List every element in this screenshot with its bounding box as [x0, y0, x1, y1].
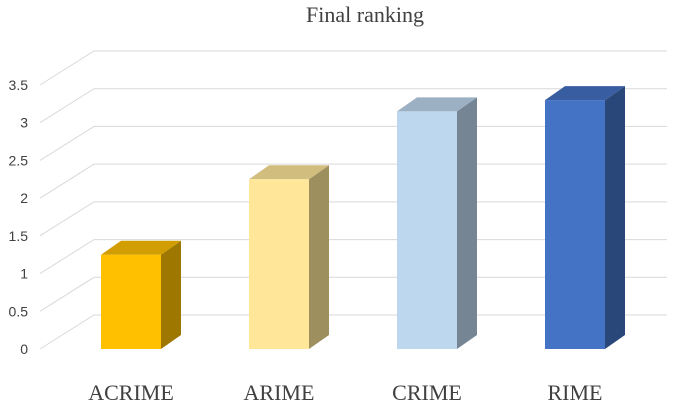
x-axis-ticks: ACRIME ARIME CRIME RIME	[88, 380, 602, 405]
gridline	[39, 88, 667, 124]
x-tick-label: CRIME	[392, 380, 462, 405]
y-tick-label: 3	[20, 115, 28, 131]
x-tick-label: RIME	[548, 380, 603, 405]
bar-front	[545, 100, 605, 349]
gridlines	[39, 50, 667, 350]
bar	[249, 165, 329, 349]
y-tick-label: 1.5	[9, 228, 29, 244]
bar-top	[545, 86, 625, 101]
x-tick-label: ACRIME	[88, 380, 174, 405]
bar-top	[397, 97, 477, 112]
bar	[545, 86, 625, 349]
bar	[397, 97, 477, 350]
y-axis-ticks: 0 0.5 1 1.5 2 2.5 3 3.5	[9, 77, 29, 357]
bar-top	[101, 240, 181, 255]
y-tick-label: 3.5	[9, 77, 29, 93]
bar-top	[249, 165, 329, 180]
y-tick-label: 1	[20, 266, 28, 282]
y-tick-label: 2.5	[9, 152, 29, 168]
bar-front	[397, 111, 457, 350]
bar-side	[309, 165, 329, 349]
bar	[101, 240, 181, 349]
x-tick-label: ARIME	[244, 380, 315, 405]
chart-title: Final ranking	[306, 2, 424, 27]
bar-side	[161, 240, 181, 349]
y-tick-label: 0.5	[9, 303, 29, 319]
y-tick-label: 0	[20, 341, 28, 357]
y-tick-label: 2	[20, 190, 28, 206]
bars	[101, 86, 625, 350]
bar-front	[249, 179, 309, 349]
bar-front	[101, 254, 161, 349]
gridline	[39, 50, 667, 86]
bar-side	[457, 97, 477, 350]
bar-side	[605, 86, 625, 349]
